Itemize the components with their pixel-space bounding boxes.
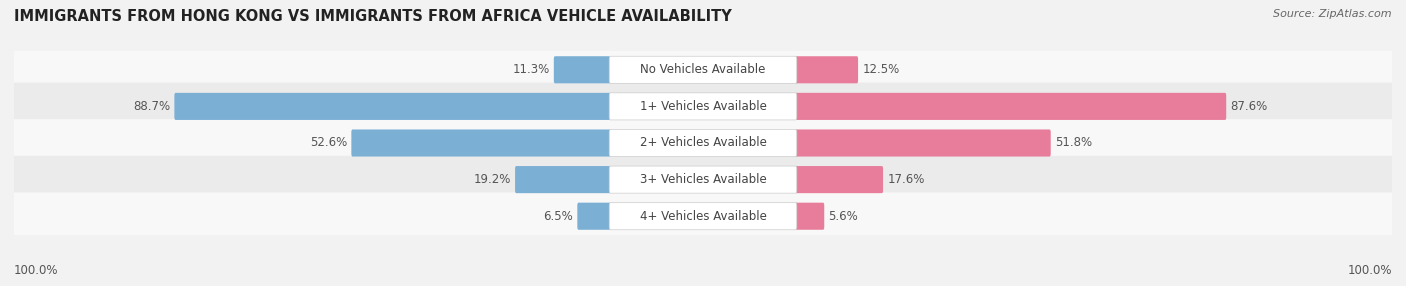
FancyBboxPatch shape — [794, 166, 883, 193]
Text: 6.5%: 6.5% — [543, 210, 574, 223]
FancyBboxPatch shape — [609, 93, 797, 120]
Text: No Vehicles Available: No Vehicles Available — [640, 63, 766, 76]
FancyBboxPatch shape — [794, 93, 1226, 120]
FancyBboxPatch shape — [13, 192, 1393, 240]
FancyBboxPatch shape — [352, 130, 612, 156]
Text: 5.6%: 5.6% — [828, 210, 858, 223]
FancyBboxPatch shape — [578, 203, 612, 230]
Text: 52.6%: 52.6% — [309, 136, 347, 150]
Text: 19.2%: 19.2% — [474, 173, 510, 186]
Text: 17.6%: 17.6% — [887, 173, 925, 186]
Text: 87.6%: 87.6% — [1230, 100, 1268, 113]
FancyBboxPatch shape — [13, 156, 1393, 203]
Text: 3+ Vehicles Available: 3+ Vehicles Available — [640, 173, 766, 186]
Text: IMMIGRANTS FROM HONG KONG VS IMMIGRANTS FROM AFRICA VEHICLE AVAILABILITY: IMMIGRANTS FROM HONG KONG VS IMMIGRANTS … — [14, 9, 731, 23]
Text: 2+ Vehicles Available: 2+ Vehicles Available — [640, 136, 766, 150]
FancyBboxPatch shape — [609, 130, 797, 156]
Text: 100.0%: 100.0% — [1347, 265, 1392, 277]
Text: 100.0%: 100.0% — [14, 265, 59, 277]
FancyBboxPatch shape — [13, 46, 1393, 94]
FancyBboxPatch shape — [794, 203, 824, 230]
FancyBboxPatch shape — [13, 83, 1393, 130]
FancyBboxPatch shape — [609, 203, 797, 230]
Text: 88.7%: 88.7% — [134, 100, 170, 113]
FancyBboxPatch shape — [609, 56, 797, 83]
Text: 4+ Vehicles Available: 4+ Vehicles Available — [640, 210, 766, 223]
FancyBboxPatch shape — [13, 119, 1393, 167]
FancyBboxPatch shape — [609, 166, 797, 193]
Text: 51.8%: 51.8% — [1054, 136, 1092, 150]
FancyBboxPatch shape — [174, 93, 612, 120]
FancyBboxPatch shape — [794, 56, 858, 83]
FancyBboxPatch shape — [515, 166, 612, 193]
FancyBboxPatch shape — [554, 56, 612, 83]
Text: 1+ Vehicles Available: 1+ Vehicles Available — [640, 100, 766, 113]
Text: Source: ZipAtlas.com: Source: ZipAtlas.com — [1274, 9, 1392, 19]
FancyBboxPatch shape — [794, 130, 1050, 156]
Text: 12.5%: 12.5% — [862, 63, 900, 76]
Text: 11.3%: 11.3% — [512, 63, 550, 76]
